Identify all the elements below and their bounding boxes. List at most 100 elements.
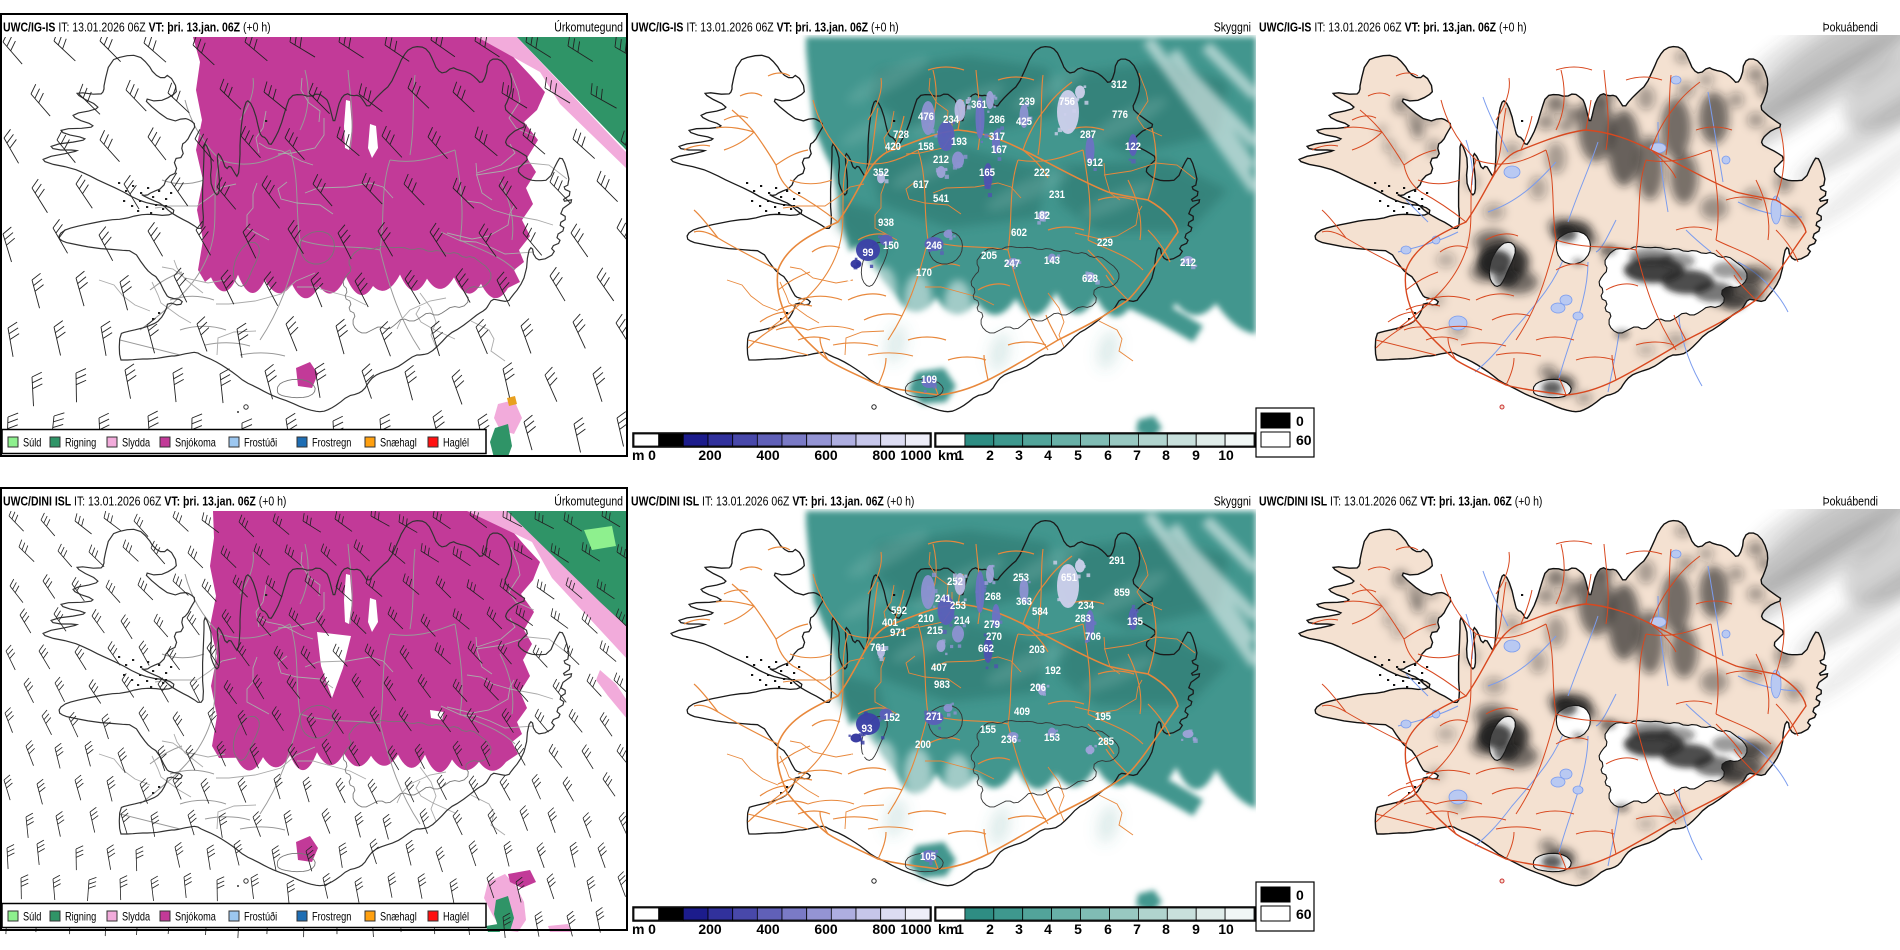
- svg-text:859: 859: [1114, 587, 1130, 599]
- svg-text:4: 4: [1044, 447, 1052, 463]
- svg-text:352: 352: [873, 167, 889, 179]
- svg-text:Frostúði: Frostúði: [244, 911, 277, 924]
- svg-text:UWC/DINI ISL IT: 13.01.2026 06: UWC/DINI ISL IT: 13.01.2026 06Z VT: þri.…: [1259, 495, 1542, 509]
- svg-text:983: 983: [934, 679, 950, 691]
- svg-text:Frostúði: Frostúði: [244, 437, 277, 450]
- svg-text:Slydda: Slydda: [122, 912, 150, 924]
- svg-text:153: 153: [1044, 732, 1060, 744]
- svg-text:212: 212: [1180, 257, 1196, 269]
- svg-text:Þokuábendi: Þokuábendi: [1823, 495, 1878, 509]
- svg-text:9: 9: [1192, 921, 1200, 937]
- svg-text:Úrkomutegund: Úrkomutegund: [554, 21, 623, 35]
- svg-text:200: 200: [698, 447, 722, 463]
- svg-text:105: 105: [920, 851, 936, 863]
- svg-text:584: 584: [1032, 606, 1049, 618]
- svg-text:Súld: Súld: [23, 438, 42, 450]
- svg-text:Þokuábendi: Þokuábendi: [1823, 21, 1878, 35]
- svg-text:7: 7: [1133, 447, 1141, 463]
- svg-text:0: 0: [1296, 413, 1304, 429]
- svg-text:Frostregn: Frostregn: [312, 912, 352, 924]
- svg-text:252: 252: [947, 576, 963, 588]
- svg-text:236: 236: [1001, 734, 1017, 746]
- svg-text:229: 229: [1097, 237, 1113, 249]
- svg-text:0: 0: [648, 921, 656, 937]
- svg-text:761: 761: [870, 642, 886, 654]
- svg-text:231: 231: [1049, 189, 1065, 201]
- svg-text:541: 541: [933, 193, 949, 205]
- svg-text:239: 239: [1019, 96, 1035, 108]
- svg-text:Snjókoma: Snjókoma: [175, 912, 216, 924]
- svg-text:283: 283: [1075, 613, 1091, 625]
- svg-text:Rigning: Rigning: [65, 438, 96, 450]
- svg-text:214: 214: [954, 615, 971, 627]
- svg-text:170: 170: [916, 267, 932, 279]
- svg-text:2: 2: [986, 921, 994, 937]
- svg-text:286: 286: [989, 114, 1005, 126]
- svg-text:285: 285: [1098, 736, 1114, 748]
- svg-text:317: 317: [989, 131, 1005, 143]
- svg-text:407: 407: [931, 662, 947, 674]
- svg-text:728: 728: [893, 129, 909, 141]
- svg-text:152: 152: [884, 712, 900, 724]
- svg-text:Súld: Súld: [23, 912, 42, 924]
- svg-text:Snæhagl: Snæhagl: [380, 912, 417, 924]
- svg-text:651: 651: [1061, 572, 1077, 584]
- svg-text:195: 195: [1095, 711, 1111, 723]
- svg-text:205: 205: [981, 250, 997, 262]
- svg-text:0: 0: [648, 447, 656, 463]
- svg-text:155: 155: [980, 724, 996, 736]
- svg-text:210: 210: [918, 613, 934, 625]
- svg-text:291: 291: [1109, 555, 1125, 567]
- svg-text:246: 246: [926, 240, 942, 252]
- svg-text:5: 5: [1074, 921, 1082, 937]
- svg-text:420: 420: [885, 141, 901, 153]
- svg-text:109: 109: [847, 278, 863, 290]
- svg-text:60: 60: [1296, 432, 1312, 448]
- svg-text:222: 222: [1034, 167, 1050, 179]
- svg-text:215: 215: [927, 625, 943, 637]
- svg-text:Rigning: Rigning: [65, 912, 96, 924]
- svg-text:Úrkomutegund: Úrkomutegund: [554, 495, 623, 509]
- svg-text:592: 592: [891, 605, 907, 617]
- svg-text:800: 800: [872, 921, 896, 937]
- svg-text:60: 60: [1296, 906, 1312, 922]
- svg-text:617: 617: [913, 179, 929, 191]
- svg-text:200: 200: [915, 739, 931, 751]
- svg-text:776: 776: [1112, 109, 1128, 121]
- svg-text:m: m: [632, 447, 644, 463]
- svg-text:135: 135: [1127, 616, 1143, 628]
- svg-text:662: 662: [978, 643, 994, 655]
- svg-text:2: 2: [986, 447, 994, 463]
- svg-text:Snjókoma: Snjókoma: [175, 438, 216, 450]
- svg-text:200: 200: [698, 921, 722, 937]
- svg-text:912: 912: [1087, 157, 1103, 169]
- svg-text:143: 143: [1044, 255, 1060, 267]
- svg-text:150: 150: [883, 240, 899, 252]
- svg-text:3: 3: [1015, 447, 1023, 463]
- svg-text:km: km: [938, 447, 958, 463]
- svg-text:Frostregn: Frostregn: [312, 438, 352, 450]
- svg-text:10: 10: [1218, 921, 1234, 937]
- svg-text:476: 476: [918, 111, 934, 123]
- svg-text:UWC/IG-IS IT: 13.01.2026 06Z V: UWC/IG-IS IT: 13.01.2026 06Z VT: þri. 13…: [3, 21, 271, 35]
- svg-text:600: 600: [814, 921, 838, 937]
- svg-text:363: 363: [1016, 596, 1032, 608]
- svg-text:Haglél: Haglél: [443, 912, 469, 924]
- svg-text:938: 938: [878, 217, 894, 229]
- svg-text:8: 8: [1162, 921, 1170, 937]
- svg-text:971: 971: [890, 627, 906, 639]
- svg-text:287: 287: [1080, 129, 1096, 141]
- svg-text:Haglél: Haglél: [443, 438, 469, 450]
- svg-text:93: 93: [862, 723, 873, 735]
- svg-text:409: 409: [1014, 706, 1030, 718]
- svg-text:6: 6: [1104, 447, 1112, 463]
- svg-text:193: 193: [951, 136, 967, 148]
- svg-text:Slydda: Slydda: [122, 438, 150, 450]
- svg-text:706: 706: [1085, 631, 1101, 643]
- svg-text:212: 212: [933, 154, 949, 166]
- svg-text:UWC/IG-IS IT: 13.01.2026 06Z V: UWC/IG-IS IT: 13.01.2026 06Z VT: þri. 13…: [631, 21, 899, 35]
- svg-text:602: 602: [1011, 227, 1027, 239]
- svg-text:253: 253: [1013, 572, 1029, 584]
- svg-text:1000: 1000: [900, 921, 931, 937]
- svg-text:182: 182: [1034, 210, 1050, 222]
